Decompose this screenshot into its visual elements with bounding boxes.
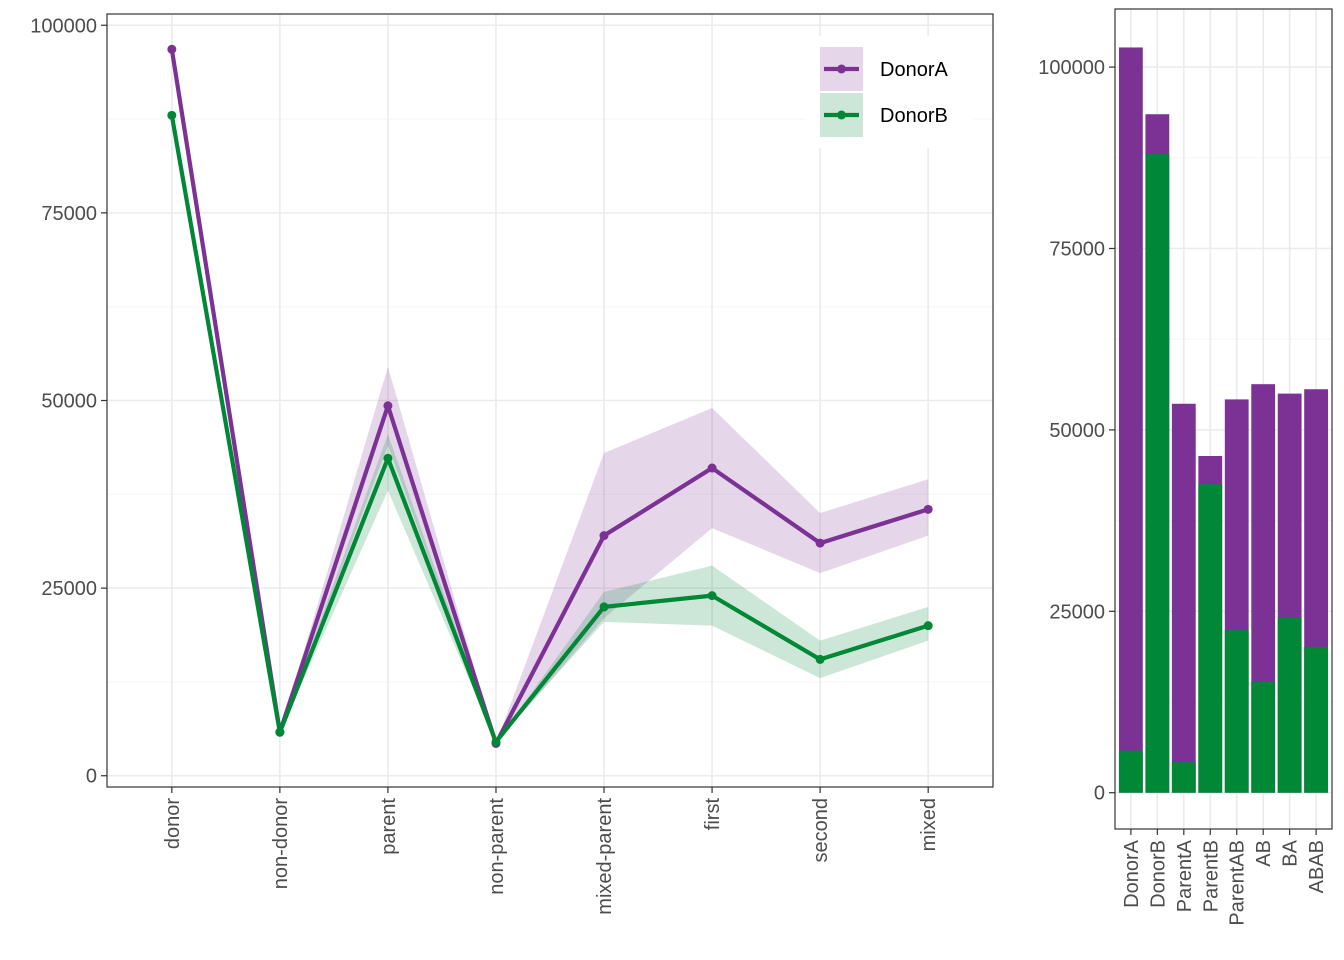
x-tick-label: ParentAB [1227, 840, 1249, 926]
x-tick-label: second [810, 798, 832, 863]
y-tick-label: 25000 [1049, 601, 1105, 623]
bar-chart-border [1114, 8, 1333, 830]
y-tick-label: 0 [86, 766, 97, 788]
x-tick-label: non-parent [486, 798, 508, 895]
x-tick-label: BA [1280, 839, 1302, 866]
data-point-donor-b [275, 727, 285, 737]
legend-label-donor-a: DonorA [880, 59, 948, 81]
data-point-donor-a [923, 504, 933, 514]
y-tick-label: 75000 [41, 203, 97, 225]
x-tick-label: ParentA [1174, 839, 1196, 912]
line-chart-panel: 0 25000 50000 75000 100000 donor non-donor par… [30, 13, 994, 915]
y-tick-label: 100000 [30, 15, 97, 37]
bar-donor-b [1145, 154, 1170, 793]
legend-label-donor-b: DonorB [880, 105, 948, 127]
confidence-band-donor-b [171, 115, 929, 742]
data-point-donor-a [707, 463, 717, 473]
x-tick-label: non-donor [270, 798, 292, 890]
x-tick-label: mixed-parent [594, 798, 616, 915]
line-chart-points [167, 44, 933, 748]
y-tick-label: 50000 [41, 391, 97, 413]
data-point-donor-b [599, 602, 609, 612]
legend: DonorA DonorB [806, 36, 974, 148]
line-chart-bands [171, 49, 929, 744]
x-tick-label: parent [378, 798, 400, 855]
data-point-donor-b [815, 654, 825, 664]
data-point-donor-a [167, 44, 177, 54]
data-point-donor-b [167, 110, 177, 120]
bar-chart-x-axis: DonorA DonorB ParentA ParentB ParentAB AB BA AB… [1121, 829, 1328, 926]
legend-entry-donor-b: DonorB [820, 93, 948, 137]
data-point-donor-b [707, 591, 717, 601]
y-tick-label: 75000 [1049, 238, 1105, 260]
bar-donor-b [1118, 750, 1143, 793]
data-point-donor-a [599, 531, 609, 541]
bar-donor-b [1277, 617, 1302, 793]
x-tick-label: ABAB [1306, 840, 1328, 893]
series-line-donor-a [169, 47, 931, 746]
x-tick-label: AB [1253, 840, 1275, 867]
legend-key-point-donor-b [837, 110, 846, 120]
bar-donor-b [1171, 762, 1196, 793]
bar-donor-a [1171, 403, 1196, 793]
x-tick-label: DonorB [1147, 840, 1169, 908]
bar-donor-b [1224, 630, 1249, 793]
bar-donor-b [1198, 484, 1223, 793]
bar-chart-y-axis: 0 25000 50000 75000 100000 [1038, 57, 1115, 805]
legend-key-point-donor-a [837, 64, 846, 74]
y-tick-label: 25000 [41, 578, 97, 600]
bar-donor-b [1304, 646, 1329, 793]
x-tick-label: ParentB [1200, 840, 1222, 912]
legend-background [806, 36, 974, 148]
confidence-band-donor-a [171, 49, 929, 744]
y-tick-label: 50000 [1049, 420, 1105, 442]
data-point-donor-a [815, 538, 825, 548]
y-tick-label: 0 [1094, 783, 1105, 805]
x-tick-label: first [702, 798, 724, 831]
data-point-donor-b [383, 453, 393, 463]
x-tick-label: donor [162, 798, 184, 849]
line-chart-x-axis: donor non-donor parent non-parent mixed-pare… [162, 787, 940, 915]
legend-entry-donor-a: DonorA [820, 47, 948, 91]
line-chart-grid [107, 14, 993, 787]
data-point-donor-b [491, 737, 501, 747]
x-tick-label: DonorA [1121, 839, 1143, 907]
bar-donor-a [1118, 47, 1143, 793]
line-chart-series [169, 47, 931, 746]
bar-chart-bars [1118, 47, 1329, 793]
y-tick-label: 100000 [1038, 57, 1105, 79]
x-tick-label: mixed [918, 798, 940, 851]
data-point-donor-a [383, 401, 393, 411]
line-chart-y-axis: 0 25000 50000 75000 100000 [30, 15, 107, 788]
bar-donor-b [1251, 681, 1276, 793]
series-line-donor-b [169, 113, 931, 745]
data-point-donor-b [923, 621, 933, 631]
